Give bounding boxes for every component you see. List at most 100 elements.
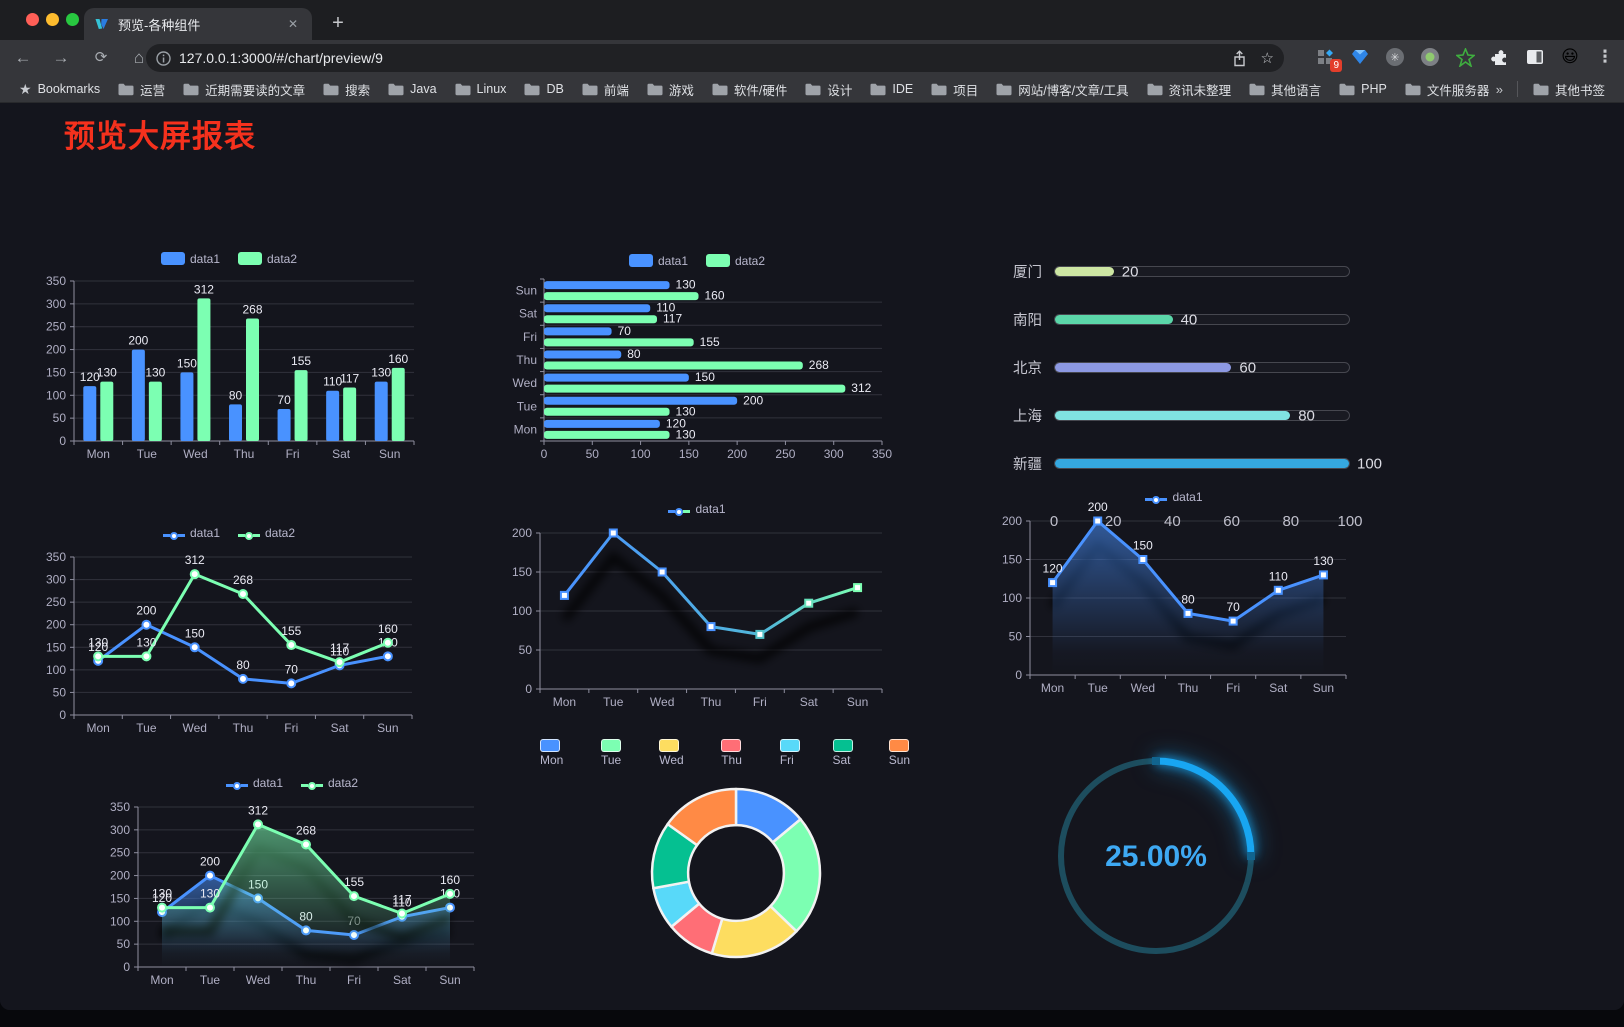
tab-strip: 预览-各种组件 ✕ + xyxy=(0,0,1624,40)
browser-tab[interactable]: 预览-各种组件 ✕ xyxy=(84,8,312,40)
bookmarks-manager-item[interactable]: ★ Bookmarks xyxy=(19,80,101,97)
chart-legend[interactable]: data1 xyxy=(504,499,890,519)
bookmarks-overflow-chevron[interactable]: » xyxy=(1495,81,1503,97)
bookmark-folder[interactable]: 运营 xyxy=(111,77,172,102)
bookmark-folder[interactable]: DB xyxy=(517,79,570,99)
bookmark-folder[interactable]: 网站/博客/文章/工具 xyxy=(989,77,1135,102)
svg-text:Sat: Sat xyxy=(393,973,412,987)
legend-item[interactable]: data1 xyxy=(668,502,726,516)
svg-text:0: 0 xyxy=(541,447,548,461)
legend-item[interactable]: Sat xyxy=(832,739,871,767)
svg-text:Thu: Thu xyxy=(234,447,255,461)
menu-kebab-icon[interactable]: ⋮ xyxy=(1596,47,1614,66)
home-icon[interactable]: ⌂ xyxy=(133,48,145,67)
legend-item[interactable]: data2 xyxy=(301,776,358,790)
legend-item[interactable]: data1 xyxy=(628,254,688,268)
folder-icon xyxy=(805,83,821,95)
progress-bars-chart[interactable]: 厦门 20 南阳 40 北京 60 上海 80 新疆 100 0 20 40 60 80 100 xyxy=(998,261,1382,530)
legend-item[interactable]: data1 xyxy=(225,776,283,790)
circle-asterisk-extension-icon[interactable]: ✳ xyxy=(1384,46,1406,68)
chart-legend[interactable]: data1 data2 xyxy=(38,249,420,269)
window-close-button[interactable] xyxy=(26,13,39,26)
legend-item[interactable]: Mon xyxy=(540,739,583,767)
chart-legend[interactable]: data1 data2 xyxy=(102,773,482,793)
horizontal-bar-chart[interactable]: data1 data2 0 50 100 150 200 250 300 350 Sun 130 160… xyxy=(504,251,892,465)
profile-avatar[interactable]: 😃 xyxy=(1561,47,1579,66)
legend-item[interactable]: data2 xyxy=(238,252,297,266)
bookmark-folder[interactable]: 项目 xyxy=(924,77,985,102)
window-zoom-button[interactable] xyxy=(66,13,79,26)
gem-extension-icon[interactable] xyxy=(1349,46,1371,68)
legend-item[interactable]: data1 xyxy=(160,252,220,266)
progress-fill xyxy=(1055,267,1114,276)
gradient-line-chart[interactable]: data1 0 50 100 150 200 Mon Tue Wed Thu Fri Sat Sun xyxy=(504,499,890,713)
bookmark-folder[interactable]: PHP xyxy=(1332,79,1394,99)
svg-text:350: 350 xyxy=(46,274,66,288)
site-info-icon[interactable] xyxy=(156,50,171,66)
svg-text:200: 200 xyxy=(200,855,220,869)
svg-text:350: 350 xyxy=(110,800,130,814)
chart-legend[interactable]: data1 data2 xyxy=(38,523,420,543)
gauge-chart[interactable]: 25.00% xyxy=(1044,744,1268,968)
address-bar[interactable]: 127.0.0.1:3000/#/chart/preview/9 ☆ xyxy=(146,44,1284,72)
bookmark-star-icon[interactable]: ☆ xyxy=(1260,50,1274,67)
svg-text:50: 50 xyxy=(519,643,533,657)
bookmark-folder[interactable]: 其他语言 xyxy=(1242,77,1328,102)
url-text[interactable]: 127.0.0.1:3000/#/chart/preview/9 xyxy=(179,50,383,66)
bookmark-folder[interactable]: 近期需要读的文章 xyxy=(176,77,312,102)
svg-text:130: 130 xyxy=(1313,554,1333,568)
legend-item[interactable]: Sun xyxy=(888,739,930,767)
chart-legend[interactable]: data1 data2 xyxy=(504,251,890,271)
legend-item[interactable]: data2 xyxy=(238,526,295,540)
bookmark-folder[interactable]: 前端 xyxy=(575,77,636,102)
area-line-chart[interactable]: data1 0 50 100 150 200 Mon Tue Wed Thu Fri Sat Sun 12… xyxy=(994,487,1354,699)
side-panel-icon[interactable] xyxy=(1524,46,1546,68)
back-icon[interactable]: ← xyxy=(14,48,32,67)
share-icon[interactable] xyxy=(1232,49,1247,67)
folder-icon xyxy=(1533,83,1549,95)
svg-text:Mon: Mon xyxy=(514,422,537,436)
svg-text:0: 0 xyxy=(525,682,532,696)
legend-item[interactable]: Thu xyxy=(721,739,762,767)
bookmark-folder[interactable]: 软件/硬件 xyxy=(705,77,794,102)
green-star-extension-icon[interactable] xyxy=(1454,46,1476,68)
legend-item[interactable]: data2 xyxy=(706,254,765,268)
chart-legend[interactable]: data1 xyxy=(994,487,1354,507)
two-series-area-chart[interactable]: data1 data2 0 50 100 150 200 250 300 350 Mon Tue Wed… xyxy=(102,773,482,991)
puzzle-extensions-icon[interactable] xyxy=(1489,46,1511,68)
folder-icon xyxy=(1147,83,1163,95)
forward-icon[interactable]: → xyxy=(52,48,70,67)
other-bookmarks-item[interactable]: 其他书签 xyxy=(1526,77,1612,102)
progress-row: 厦门 20 xyxy=(998,261,1350,282)
progress-track: 80 xyxy=(1054,407,1350,424)
bookmark-folder[interactable]: 游戏 xyxy=(640,77,701,102)
window-minimize-button[interactable] xyxy=(46,13,59,26)
new-tab-button[interactable]: + xyxy=(332,12,344,34)
svg-text:300: 300 xyxy=(46,573,66,587)
two-series-line-chart[interactable]: data1 data2 0 50 100 150 200 250 300 350 Mon Tue Wed… xyxy=(38,523,420,739)
legend-item[interactable]: data1 xyxy=(1145,490,1203,504)
bookmark-folder[interactable]: IDE xyxy=(863,79,920,99)
donut-chart[interactable] xyxy=(634,771,838,975)
legend-item[interactable]: data1 xyxy=(162,526,220,540)
tab-close-icon[interactable]: ✕ xyxy=(287,17,298,31)
bookmark-folder[interactable]: 搜索 xyxy=(316,77,377,102)
circle-dot-extension-icon[interactable] xyxy=(1419,46,1441,68)
svg-text:100: 100 xyxy=(46,663,66,677)
bookmark-folder[interactable]: Linux xyxy=(448,79,514,99)
legend-item[interactable]: Wed xyxy=(659,739,703,767)
legend-item[interactable]: Tue xyxy=(600,739,641,767)
svg-text:200: 200 xyxy=(1088,500,1108,514)
bookmark-folder[interactable]: 资讯未整理 xyxy=(1140,77,1239,102)
bookmark-folder[interactable]: 设计 xyxy=(798,77,859,102)
progress-label: 北京 xyxy=(1013,361,1042,377)
grid-extension-icon[interactable]: 9 xyxy=(1314,46,1342,72)
grouped-bar-chart[interactable]: data1 data2 0 50 100 150 200 250 300 350 Mon Tue Wed… xyxy=(38,249,420,465)
svg-text:100: 100 xyxy=(110,914,130,928)
bookmark-folder[interactable]: 文件服务器 xyxy=(1398,77,1490,102)
pie-legend[interactable]: Mon Tue Wed Thu Fri Sat Sun xyxy=(540,739,930,767)
legend-item[interactable]: Fri xyxy=(779,739,815,767)
reload-icon[interactable]: ⟳ xyxy=(94,49,108,66)
svg-text:200: 200 xyxy=(1002,514,1022,528)
bookmark-folder[interactable]: Java xyxy=(381,79,443,99)
